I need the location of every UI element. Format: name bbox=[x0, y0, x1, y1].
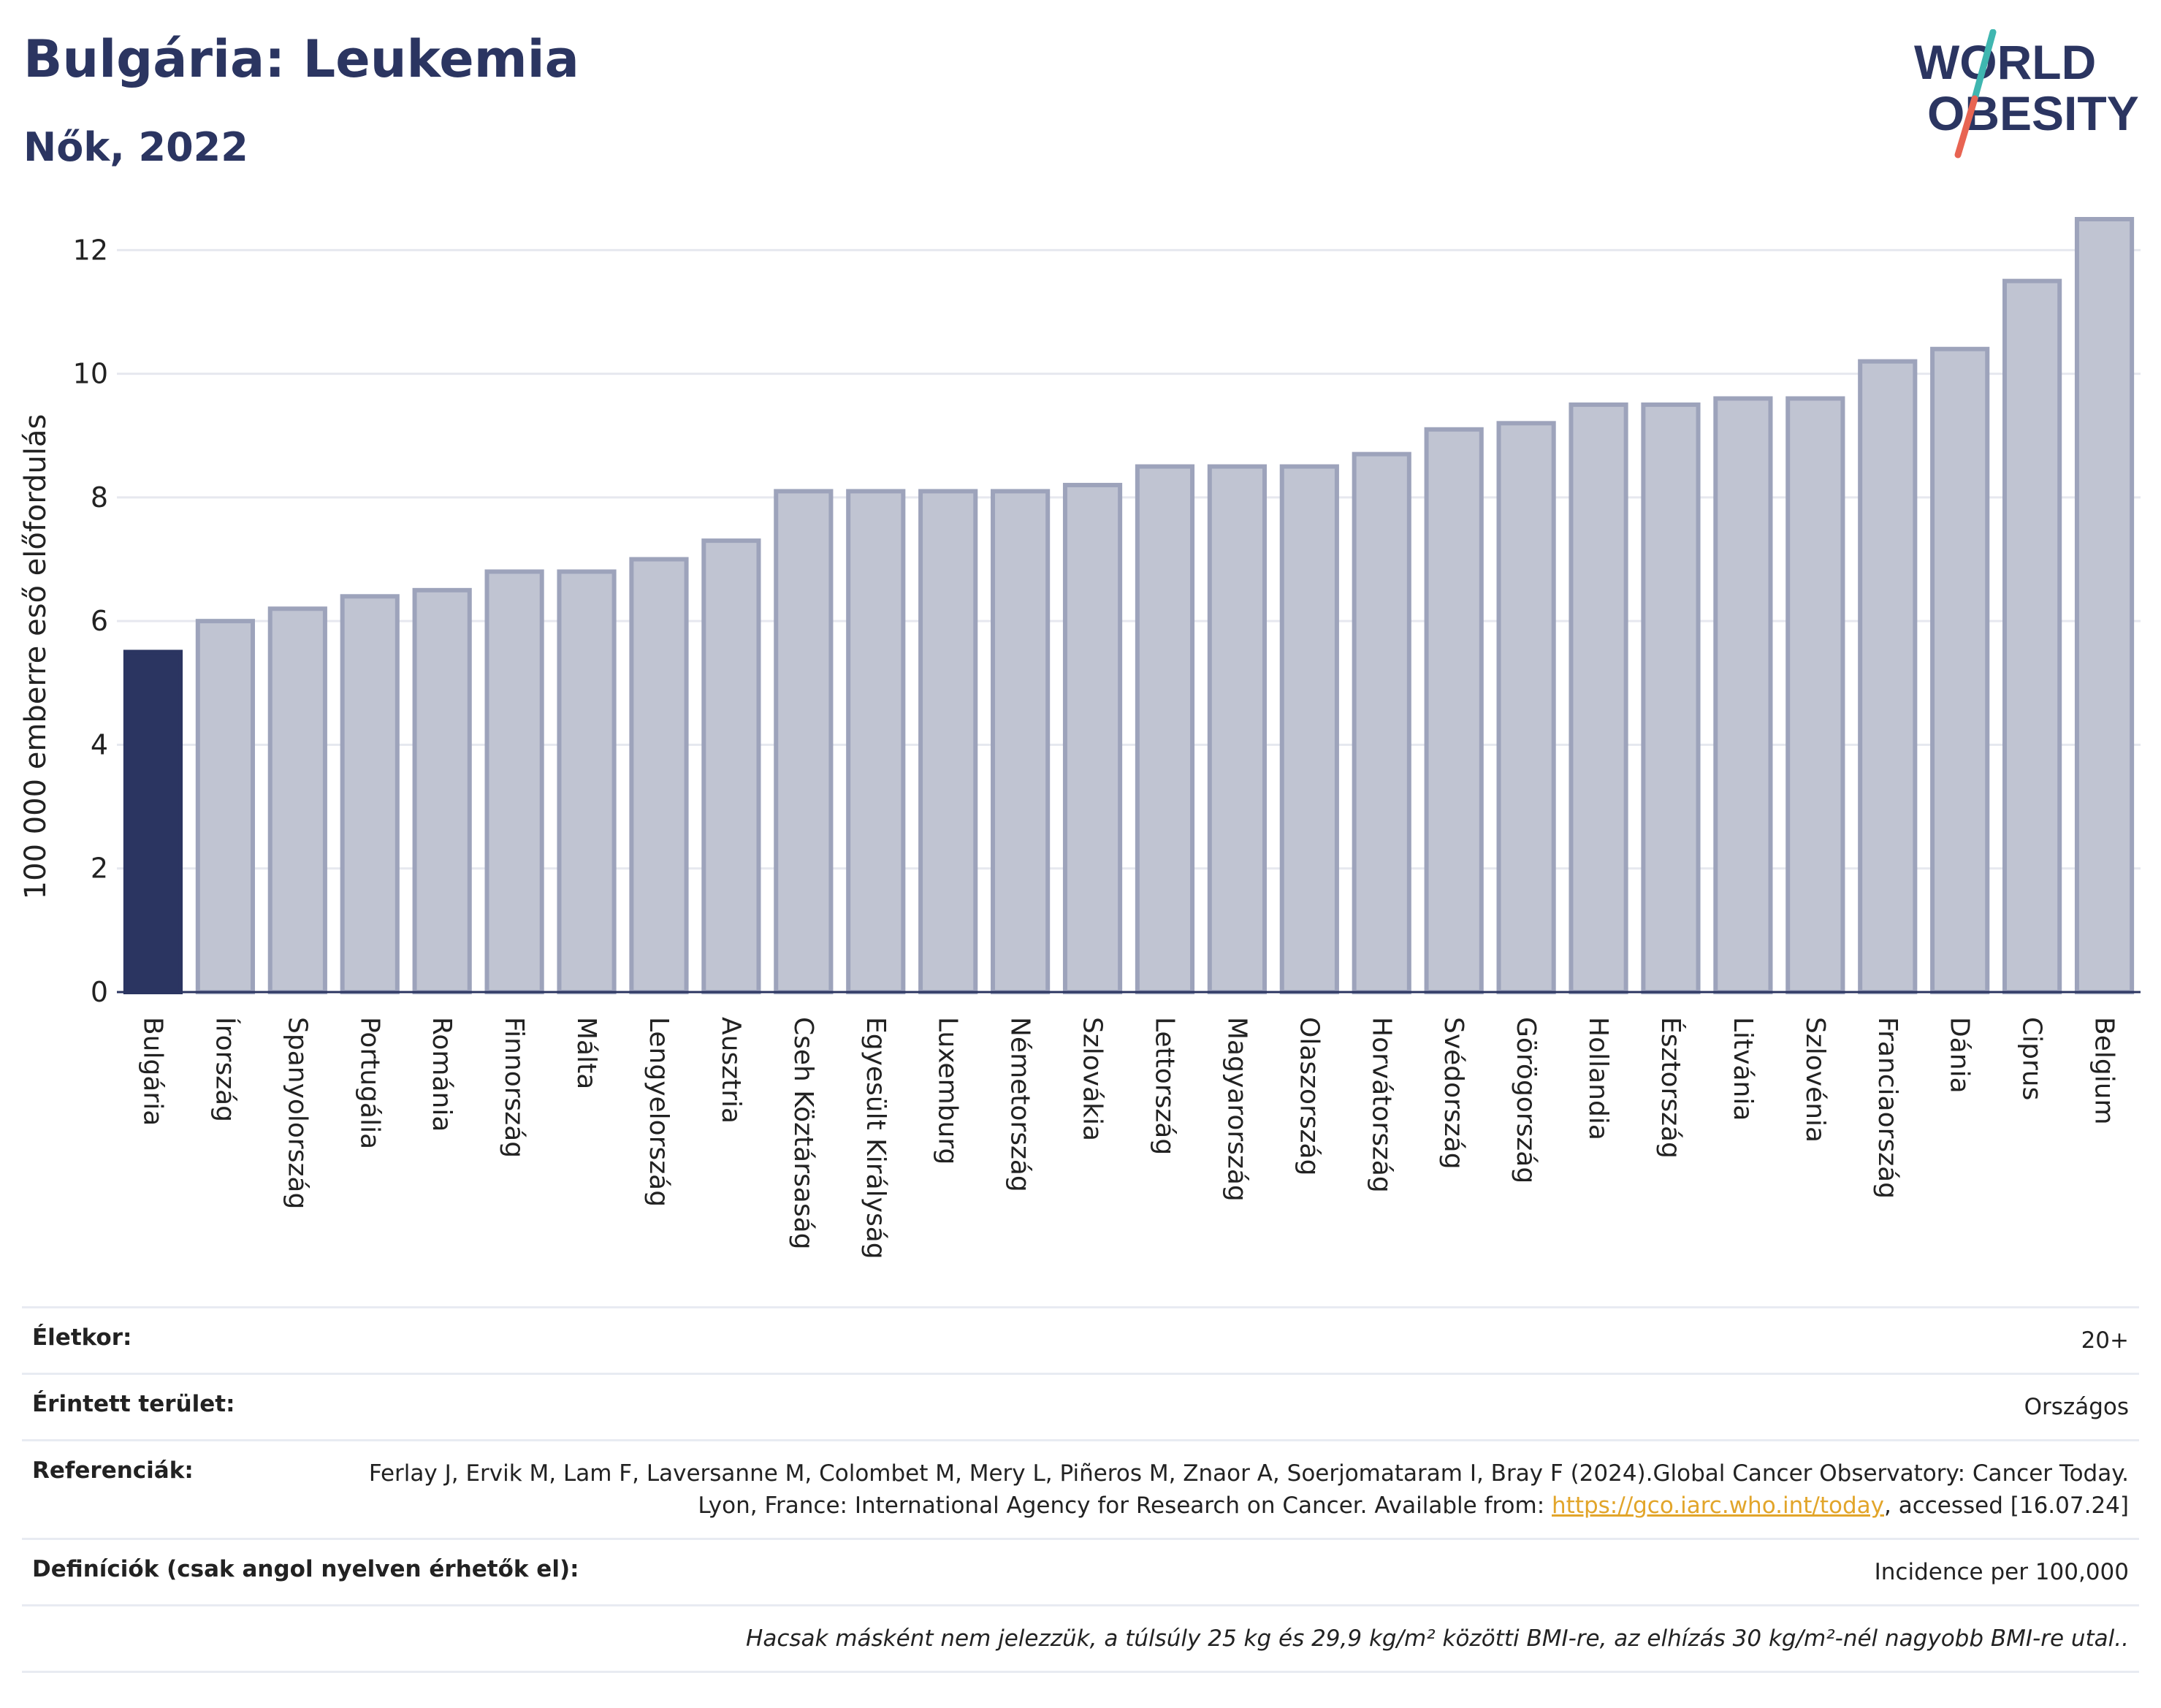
bar-Svédország bbox=[1424, 427, 1484, 994]
references-value: Ferlay J, Ervik M, Lam F, Laversanne M, … bbox=[361, 1457, 2129, 1522]
bar-Bulgária bbox=[123, 649, 183, 994]
bar-Egyesült Királyság bbox=[846, 489, 906, 994]
y-axis-title: 100 000 emberre eső előfordulás bbox=[19, 414, 53, 900]
bar-Olaszország bbox=[1279, 464, 1339, 994]
y-tick-label: 0 bbox=[91, 976, 108, 1008]
bars bbox=[123, 217, 2135, 994]
x-tick-label: Hollandia bbox=[1583, 1017, 1613, 1140]
x-tick-label: Lengyelország bbox=[644, 1017, 674, 1207]
chart-subtitle: Nők, 2022 bbox=[23, 124, 248, 170]
x-tick-label: Portugália bbox=[354, 1017, 384, 1149]
bar-Észtország bbox=[1641, 402, 1701, 994]
world-obesity-logo: WORLD OBESITY bbox=[1914, 29, 2139, 159]
bar-chart: 0 2 4 6 8 10 12 Bulgária Írország Spanyolország P… bbox=[19, 217, 2141, 1259]
logo-text-world: WORLD bbox=[1914, 35, 2096, 89]
bar-Írország bbox=[195, 619, 255, 994]
bar-Hollandia bbox=[1569, 402, 1628, 994]
info-row-area: Érintett terület: Országos bbox=[22, 1373, 2139, 1439]
x-tick-label: Szlovákia bbox=[1078, 1017, 1108, 1141]
reference-text: Ferlay J, Ervik M, Lam F, Laversanne M, … bbox=[368, 1460, 2129, 1519]
logo-slash-teal bbox=[1971, 29, 1997, 102]
info-table: Életkor: 20+ Érintett terület: Országos … bbox=[22, 1306, 2139, 1673]
x-tick-label: Görögország bbox=[1511, 1017, 1541, 1183]
y-tick-label: 4 bbox=[91, 728, 108, 760]
x-tick-label: Málta bbox=[571, 1017, 601, 1089]
info-row-age: Életkor: 20+ bbox=[22, 1306, 2139, 1373]
area-value: Országos bbox=[2024, 1394, 2129, 1420]
bar-Magyarország bbox=[1207, 464, 1267, 994]
x-tick-label: Szlovénia bbox=[1800, 1017, 1830, 1143]
x-tick-label: Spanyolország bbox=[282, 1017, 312, 1209]
area-label: Érintett terület: bbox=[32, 1391, 235, 1417]
x-tick-label: Románia bbox=[427, 1017, 457, 1132]
y-axis-ticks: 0 2 4 6 8 10 12 bbox=[73, 234, 108, 1008]
logo-slash-coral bbox=[1954, 95, 1978, 159]
x-tick-label: Horvátország bbox=[1366, 1017, 1396, 1193]
info-row-references: Referenciák: Ferlay J, Ervik M, Lam F, L… bbox=[22, 1439, 2139, 1538]
bar-Lettország bbox=[1135, 464, 1195, 994]
chart-title: Bulgária: Leukemia bbox=[23, 29, 579, 89]
bar-Horvátország bbox=[1352, 451, 1411, 994]
bar-Németország bbox=[991, 489, 1051, 994]
bar-Málta bbox=[557, 569, 617, 994]
y-tick-label: 10 bbox=[73, 358, 108, 390]
y-tick-label: 8 bbox=[91, 481, 108, 514]
x-tick-label: Németország bbox=[1005, 1017, 1035, 1192]
y-tick-label: 6 bbox=[91, 605, 108, 637]
bar-Ciprus bbox=[2002, 278, 2062, 994]
bar-Belgium bbox=[2074, 217, 2135, 994]
bmi-note: Hacsak másként nem jelezzük, a túlsúly 2… bbox=[746, 1625, 2129, 1652]
definitions-value: Incidence per 100,000 bbox=[1874, 1559, 2129, 1585]
x-tick-label: Litvánia bbox=[1728, 1017, 1758, 1121]
y-tick-label: 2 bbox=[91, 853, 108, 885]
x-tick-label: Belgium bbox=[2089, 1017, 2119, 1125]
x-tick-label: Finnország bbox=[499, 1017, 529, 1158]
bar-Ausztria bbox=[701, 538, 761, 994]
info-row-definitions: Definíciók (csak angol nyelven érhetők e… bbox=[22, 1538, 2139, 1604]
bar-Luxemburg bbox=[918, 489, 978, 994]
age-value: 20+ bbox=[2081, 1327, 2129, 1354]
x-tick-label: Ausztria bbox=[716, 1017, 746, 1124]
x-tick-label: Egyesült Királyság bbox=[861, 1017, 891, 1259]
bar-Cseh Köztársaság bbox=[774, 489, 834, 994]
bar-Szlovákia bbox=[1062, 482, 1123, 994]
x-axis-labels: Bulgária Írország Spanyolország Portugália R… bbox=[137, 1017, 2119, 1259]
info-row-note: Hacsak másként nem jelezzük, a túlsúly 2… bbox=[22, 1604, 2139, 1673]
y-tick-label: 12 bbox=[73, 234, 108, 266]
definitions-label: Definíciók (csak angol nyelven érhetők e… bbox=[32, 1556, 579, 1582]
bar-Görögország bbox=[1496, 421, 1556, 994]
x-tick-label: Ciprus bbox=[2017, 1017, 2047, 1100]
age-label: Életkor: bbox=[32, 1324, 132, 1351]
x-tick-label: Svédország bbox=[1438, 1017, 1468, 1170]
bar-Finnország bbox=[484, 569, 544, 994]
x-tick-label: Dánia bbox=[1945, 1017, 1975, 1094]
bar-Szlovénia bbox=[1785, 396, 1845, 994]
x-tick-label: Cseh Köztársaság bbox=[788, 1017, 818, 1250]
x-tick-label: Írország bbox=[210, 1017, 240, 1122]
x-tick-label: Olaszország bbox=[1294, 1017, 1324, 1175]
reference-accessed: , accessed [16.07.24] bbox=[1883, 1492, 2129, 1519]
bar-Lengyelország bbox=[629, 557, 689, 994]
x-tick-label: Bulgária bbox=[137, 1017, 167, 1126]
bar-Spanyolország bbox=[267, 606, 327, 994]
x-tick-label: Franciaország bbox=[1872, 1017, 1902, 1199]
reference-link[interactable]: https://gco.iarc.who.int/today bbox=[1552, 1492, 1884, 1519]
bar-Románia bbox=[412, 587, 472, 994]
x-tick-label: Lettország bbox=[1149, 1017, 1179, 1155]
bar-Dánia bbox=[1930, 346, 1990, 994]
bar-Portugália bbox=[340, 594, 400, 994]
bar-Franciaország bbox=[1858, 359, 1918, 994]
x-tick-label: Luxemburg bbox=[933, 1017, 963, 1164]
bar-Litvánia bbox=[1713, 396, 1773, 994]
x-tick-label: Észtország bbox=[1655, 1017, 1686, 1159]
x-tick-label: Magyarország bbox=[1221, 1017, 1251, 1202]
references-label: Referenciák: bbox=[32, 1457, 194, 1484]
